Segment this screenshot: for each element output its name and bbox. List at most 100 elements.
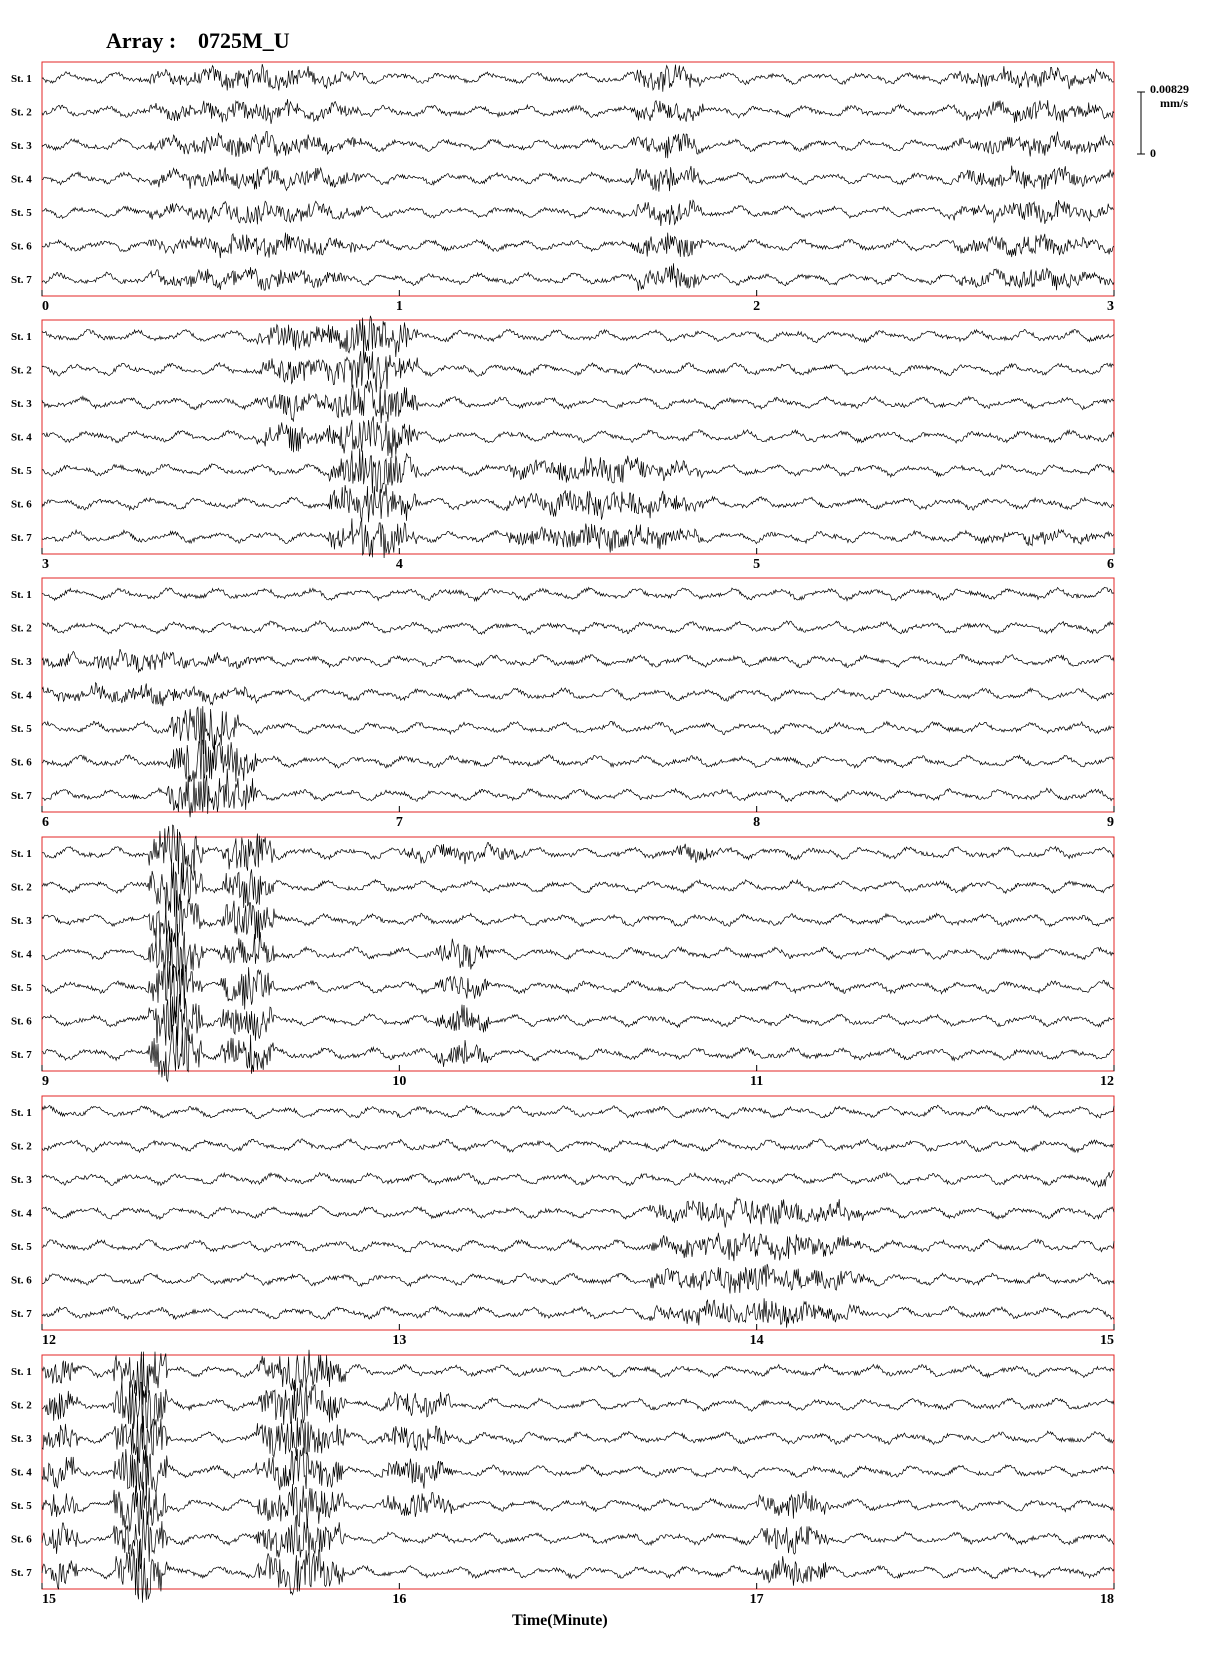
panel-frame-1 bbox=[41, 61, 1115, 297]
trace-line bbox=[41, 738, 1115, 783]
trace-line bbox=[41, 1379, 1115, 1433]
x-tick-label: 14 bbox=[750, 1333, 764, 1348]
station-label: St. 7 bbox=[11, 1308, 32, 1320]
trace-line bbox=[41, 1104, 1115, 1120]
trace-line bbox=[41, 890, 1115, 948]
trace-line bbox=[41, 1138, 1115, 1154]
station-label: St. 3 bbox=[11, 398, 32, 410]
panel-frame-3 bbox=[41, 577, 1115, 813]
station-label: St. 4 bbox=[11, 432, 32, 444]
station-label: St. 6 bbox=[11, 1016, 32, 1028]
trace-line bbox=[41, 1232, 1115, 1262]
trace-line bbox=[41, 586, 1115, 603]
panel-frame-5 bbox=[41, 1095, 1115, 1331]
trace-line bbox=[41, 64, 1115, 92]
x-tick-label: 15 bbox=[1100, 1333, 1114, 1348]
station-label: St. 7 bbox=[11, 1567, 32, 1579]
station-label: St. 2 bbox=[11, 107, 32, 119]
station-label: St. 1 bbox=[11, 589, 32, 601]
x-tick-label: 16 bbox=[392, 1592, 406, 1607]
scale-zero: 0 bbox=[1150, 146, 1156, 160]
x-tick-label: 15 bbox=[42, 1592, 56, 1607]
station-label: St. 2 bbox=[11, 623, 32, 635]
station-label: St. 5 bbox=[11, 1500, 32, 1512]
station-label: St. 1 bbox=[11, 331, 32, 343]
station-label: St. 6 bbox=[11, 499, 32, 511]
x-tick-label: 6 bbox=[42, 815, 49, 830]
station-label: St. 3 bbox=[11, 656, 32, 668]
station-label: St. 6 bbox=[11, 1275, 32, 1287]
x-tick-label: 0 bbox=[42, 299, 49, 314]
station-label: St. 3 bbox=[11, 140, 32, 152]
station-label: St. 4 bbox=[11, 174, 32, 186]
trace-line bbox=[41, 706, 1115, 755]
x-tick-label: 8 bbox=[753, 815, 760, 830]
station-label: St. 3 bbox=[11, 915, 32, 927]
station-label: St. 5 bbox=[11, 1241, 32, 1253]
station-label: St. 6 bbox=[11, 1534, 32, 1546]
station-label: St. 6 bbox=[11, 757, 32, 769]
x-tick-label: 10 bbox=[392, 1074, 406, 1089]
station-label: St. 7 bbox=[11, 790, 32, 802]
station-label: St. 1 bbox=[11, 73, 32, 85]
trace-line bbox=[41, 380, 1115, 424]
x-tick-label: 9 bbox=[42, 1074, 49, 1089]
trace-line bbox=[41, 1415, 1115, 1468]
trace-line bbox=[41, 1170, 1115, 1188]
trace-line bbox=[41, 263, 1115, 291]
x-tick-label: 6 bbox=[1107, 557, 1114, 572]
station-label: St. 3 bbox=[11, 1433, 32, 1445]
station-label: St. 2 bbox=[11, 882, 32, 894]
station-label: St. 7 bbox=[11, 274, 32, 286]
trace-line bbox=[41, 448, 1115, 494]
station-label: St. 1 bbox=[11, 1107, 32, 1119]
x-tick-label: 17 bbox=[750, 1592, 764, 1607]
trace-line bbox=[41, 993, 1115, 1046]
trace-line bbox=[41, 1349, 1115, 1405]
array-name: 0725M_U bbox=[198, 28, 290, 53]
station-label: St. 7 bbox=[11, 532, 32, 544]
trace-line bbox=[41, 518, 1115, 559]
trace-line bbox=[41, 862, 1115, 917]
trace-line bbox=[41, 923, 1115, 983]
trace-line bbox=[41, 232, 1115, 259]
trace-line bbox=[41, 416, 1115, 458]
station-label: St. 1 bbox=[11, 848, 32, 860]
trace-line bbox=[41, 315, 1115, 358]
station-label: St. 2 bbox=[11, 1400, 32, 1412]
trace-line bbox=[41, 1446, 1115, 1501]
x-tick-label: 7 bbox=[396, 815, 403, 830]
station-label: St. 4 bbox=[11, 1467, 32, 1479]
station-label: St. 3 bbox=[11, 1174, 32, 1186]
x-tick-label: 9 bbox=[1107, 815, 1114, 830]
trace-line bbox=[41, 681, 1115, 707]
panel-frame-4 bbox=[41, 836, 1115, 1072]
x-tick-label: 4 bbox=[396, 557, 403, 572]
x-tick-label: 2 bbox=[753, 299, 760, 314]
x-tick-label: 11 bbox=[750, 1074, 763, 1089]
station-label: St. 5 bbox=[11, 982, 32, 994]
scale-value: 0.00829 bbox=[1150, 82, 1189, 96]
x-tick-label: 1 bbox=[396, 299, 403, 314]
x-tick-label: 12 bbox=[1100, 1074, 1114, 1089]
trace-line bbox=[41, 1509, 1115, 1572]
x-tick-label: 3 bbox=[1107, 299, 1114, 314]
x-axis-label: Time(Minute) bbox=[512, 1612, 608, 1629]
x-tick-label: 5 bbox=[753, 557, 760, 572]
x-tick-label: 18 bbox=[1100, 1592, 1114, 1607]
station-label: St. 5 bbox=[11, 723, 32, 735]
station-label: St. 6 bbox=[11, 241, 32, 253]
trace-line bbox=[41, 1196, 1115, 1228]
trace-line bbox=[41, 165, 1115, 192]
trace-line bbox=[41, 620, 1115, 636]
trace-line bbox=[41, 130, 1115, 159]
trace-line bbox=[41, 99, 1115, 124]
x-tick-label: 12 bbox=[42, 1333, 56, 1348]
station-label: St. 4 bbox=[11, 690, 32, 702]
trace-line bbox=[41, 1298, 1115, 1328]
trace-line bbox=[41, 648, 1115, 673]
trace-line bbox=[41, 484, 1115, 523]
x-tick-label: 3 bbox=[42, 557, 49, 572]
trace-line bbox=[41, 347, 1115, 393]
